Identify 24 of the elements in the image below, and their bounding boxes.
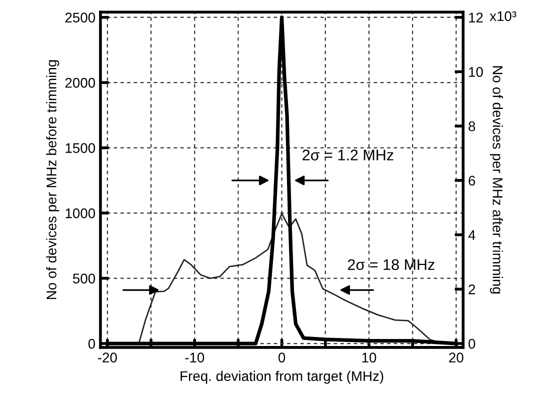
x-tick-label: 20 xyxy=(449,352,464,363)
x-axis-title: Freq. deviation from target (MHz) xyxy=(180,370,384,384)
y2-tick-label: 10 xyxy=(469,67,483,77)
y2-tick-label: 8 xyxy=(468,121,476,132)
y-tick-label: 2500 xyxy=(65,12,96,23)
y2-tick-label: 12 xyxy=(469,12,483,22)
y2-tick-label: 2 xyxy=(468,284,476,294)
y2-tick-label: 4 xyxy=(468,230,476,240)
x-tick-label: -10 xyxy=(185,352,204,363)
y2-tick-label: 6 xyxy=(468,176,476,186)
y2-tick-label: 0 xyxy=(468,338,476,349)
y-tick-label: 0 xyxy=(88,338,96,349)
y-axis-title: No of devices per MHz before trimming xyxy=(46,60,60,300)
y-tick-label: 1500 xyxy=(66,143,96,153)
annotation: 2σ = 18 MHz xyxy=(348,259,434,270)
x-tick-label: -20 xyxy=(98,352,117,363)
text: x10³ xyxy=(490,11,516,22)
annotation: 2σ = 1.2 MHz xyxy=(302,150,394,160)
x-tick-label: 10 xyxy=(362,352,376,363)
y-tick-label: 1000 xyxy=(66,208,96,218)
y2-axis-title: No of devices per MHz after trimming xyxy=(490,66,503,294)
y-tick-label: 500 xyxy=(72,274,96,284)
y-tick-label: 2000 xyxy=(65,78,96,88)
x-tick-label: 0 xyxy=(278,352,286,363)
